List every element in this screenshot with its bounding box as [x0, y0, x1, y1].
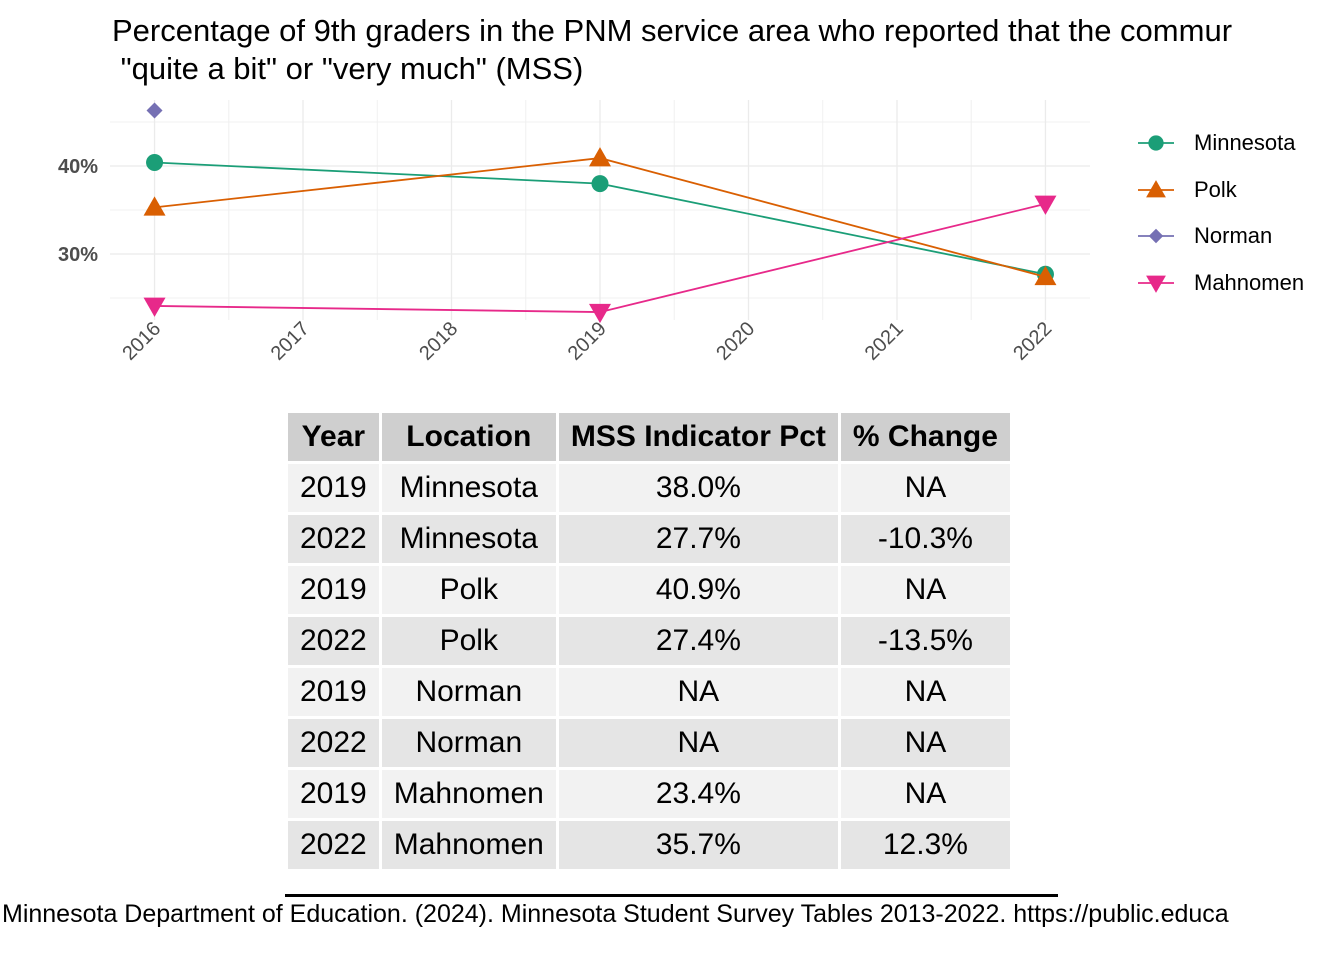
table-row: 2022 Polk 27.4% -13.5%	[288, 617, 1010, 665]
data-point-mahnomen	[589, 303, 611, 324]
table-cell: 2022	[288, 821, 379, 869]
table-cell: Minnesota	[381, 464, 556, 512]
table-cell: 2019	[288, 464, 379, 512]
legend-label: Norman	[1194, 223, 1273, 249]
data-point-polk	[589, 147, 611, 167]
table-cell: NA	[558, 668, 838, 716]
table-row: 2019 Minnesota 38.0% NA	[288, 464, 1010, 512]
table-cell: 23.4%	[558, 770, 838, 818]
table-header-row: Year Location MSS Indicator Pct% Change	[288, 413, 1010, 461]
line-chart: 30% 40% 2016 2017 2018 2019 2020 2021 2022	[58, 100, 1090, 365]
x-tick-label: 2020	[712, 318, 759, 365]
column-header: MSS Indicator Pct	[558, 413, 838, 461]
legend-label: Mahnomen	[1194, 269, 1305, 295]
data-point-mahnomen	[1034, 195, 1057, 215]
table-cell: Norman	[381, 719, 556, 767]
table-row: 2022 Norman NA NA	[288, 719, 1010, 767]
data-table: Year Location MSS Indicator Pct% Change 20…	[285, 410, 1013, 872]
table-row: 2022 Minnesota 27.7% -10.3%	[288, 515, 1010, 563]
legend-marker-minnesota	[1148, 135, 1164, 151]
data-point-norman	[146, 102, 163, 119]
table-cell: -13.5%	[840, 617, 1010, 665]
table-cell: NA	[840, 770, 1010, 818]
table-cell: 2019	[288, 566, 379, 614]
data-point-polk	[1034, 265, 1057, 286]
x-tick-label: 2016	[118, 318, 165, 365]
legend-label: Polk	[1194, 176, 1237, 202]
table-row: 2019 Polk 40.9% NA	[288, 566, 1010, 614]
table-cell: 27.7%	[558, 515, 838, 563]
legend-item-norman: Norman	[1136, 213, 1304, 260]
legend-marker-mahnomen	[1146, 275, 1166, 293]
table-cell: 2022	[288, 719, 379, 767]
table-bottom-rule	[285, 894, 1058, 897]
y-tick-label: 40%	[58, 156, 98, 178]
legend-label: Minnesota	[1194, 130, 1296, 156]
data-point-minnesota	[591, 175, 609, 193]
legend-item-mahnomen: Mahnomen	[1136, 260, 1304, 307]
data-point-mahnomen	[143, 297, 166, 317]
x-tick-label: 2022	[1009, 318, 1056, 365]
table-cell: NA	[840, 566, 1010, 614]
column-header: Location	[381, 413, 556, 461]
table-row: 2019 Norman NA NA	[288, 668, 1010, 716]
table-cell: NA	[558, 719, 838, 767]
table-cell: Minnesota	[381, 515, 556, 563]
table-cell: 2019	[288, 668, 379, 716]
table-cell: 40.9%	[558, 566, 838, 614]
table-row: 2019 Mahnomen 23.4% NA	[288, 770, 1010, 818]
table-cell: 2022	[288, 617, 379, 665]
x-tick-label: 2018	[415, 318, 462, 365]
table-cell: Mahnomen	[381, 770, 556, 818]
table-cell: 12.3%	[840, 821, 1010, 869]
legend-key-polk	[1138, 179, 1174, 198]
chart-legend: Minnesota Polk Norman Mahnomen	[1136, 120, 1304, 306]
table-cell: 35.7%	[558, 821, 838, 869]
table-row: 2022 Mahnomen 35.7% 12.3%	[288, 821, 1010, 869]
column-header: % Change	[840, 413, 1010, 461]
table-cell: 27.4%	[558, 617, 838, 665]
table-cell: NA	[840, 668, 1010, 716]
source-caption: Minnesota Department of Education. (2024…	[2, 900, 1229, 928]
table-cell: Norman	[381, 668, 556, 716]
column-header: Year	[288, 413, 379, 461]
table-cell: NA	[840, 464, 1010, 512]
legend-key-norman	[1138, 229, 1174, 244]
table-cell: Polk	[381, 566, 556, 614]
legend-marker-polk	[1146, 179, 1166, 198]
y-tick-label: 30%	[58, 244, 98, 266]
table-cell: 38.0%	[558, 464, 838, 512]
table-cell: 2019	[288, 770, 379, 818]
legend-marker-norman	[1148, 229, 1164, 244]
data-point-minnesota	[146, 153, 164, 171]
x-tick-label: 2021	[861, 318, 908, 365]
table-cell: Polk	[381, 617, 556, 665]
table-cell: NA	[840, 719, 1010, 767]
table-cell: Mahnomen	[381, 821, 556, 869]
table-cell: 2022	[288, 515, 379, 563]
legend-key-mahnomen	[1138, 275, 1174, 293]
x-tick-label: 2017	[267, 318, 314, 365]
x-tick-label: 2019	[564, 318, 611, 365]
chart-title: Percentage of 9th graders in the PNM ser…	[112, 13, 1233, 86]
data-point-polk	[143, 196, 166, 216]
legend-item-minnesota: Minnesota	[1136, 120, 1304, 167]
table-cell: -10.3%	[840, 515, 1010, 563]
legend-item-polk: Polk	[1136, 167, 1304, 214]
legend-key-minnesota	[1138, 135, 1174, 151]
